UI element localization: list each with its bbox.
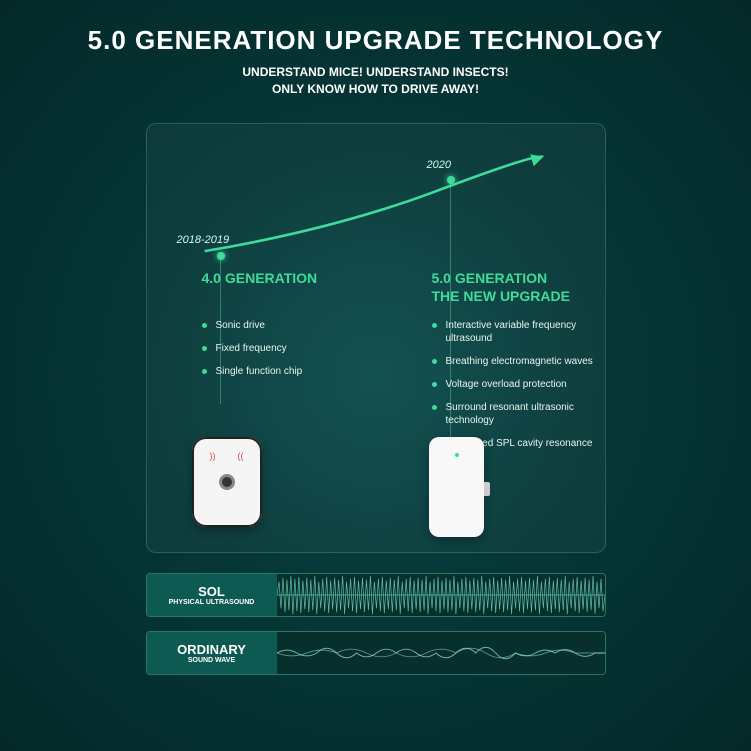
wave-bar-ordinary: ORDINARY SOUND WAVE xyxy=(146,631,606,675)
wave-label-sol: SOL PHYSICAL ULTRASOUND xyxy=(147,574,277,616)
wave-bar-sol: SOL PHYSICAL ULTRASOUND xyxy=(146,573,606,617)
wave-label-ordinary: ORDINARY SOUND WAVE xyxy=(147,632,277,674)
wave-visual-dense-icon xyxy=(277,574,605,616)
gen5-feature: Voltage overload protection xyxy=(432,378,607,391)
year-label-2: 2020 xyxy=(427,159,451,171)
subtitle-line2: ONLY KNOW HOW TO DRIVE AWAY! xyxy=(0,81,751,98)
timeline-dot-2 xyxy=(447,176,455,184)
comparison-panel: 2018-2019 2020 4.0 GENERATION Sonic driv… xyxy=(146,123,606,553)
gen4-feature: Sonic drive xyxy=(202,319,372,332)
device-gen5-icon xyxy=(417,437,497,537)
gen4-title: 4.0 GENERATION xyxy=(202,269,372,287)
main-title: 5.0 GENERATION UPGRADE TECHNOLOGY xyxy=(0,25,751,56)
header: 5.0 GENERATION UPGRADE TECHNOLOGY UNDERS… xyxy=(0,0,751,108)
year-label-1: 2018-2019 xyxy=(177,234,230,246)
gen4-feature: Fixed frequency xyxy=(202,342,372,355)
gen4-feature: Single function chip xyxy=(202,365,372,378)
gen4-column: 4.0 GENERATION Sonic drive Fixed frequen… xyxy=(202,269,372,388)
wave-visual-sparse-icon xyxy=(277,632,605,674)
sound-wave-section: SOL PHYSICAL ULTRASOUND ORDINARY SOUND W… xyxy=(146,573,606,675)
gen5-feature: Interactive variable frequency ultrasoun… xyxy=(432,319,607,345)
timeline-dot-1 xyxy=(217,252,225,260)
growth-arrow-icon xyxy=(147,144,605,264)
subtitle-line1: UNDERSTAND MICE! UNDERSTAND INSECTS! xyxy=(0,64,751,81)
gen5-feature: Surround resonant ultrasonic technology xyxy=(432,401,607,427)
gen5-feature: Breathing electromagnetic waves xyxy=(432,355,607,368)
subtitle: UNDERSTAND MICE! UNDERSTAND INSECTS! ONL… xyxy=(0,64,751,98)
device-gen4-icon: ))(( xyxy=(187,437,267,537)
gen5-title: 5.0 GENERATION THE NEW UPGRADE xyxy=(432,269,607,305)
gen5-column: 5.0 GENERATION THE NEW UPGRADE Interacti… xyxy=(432,269,607,460)
